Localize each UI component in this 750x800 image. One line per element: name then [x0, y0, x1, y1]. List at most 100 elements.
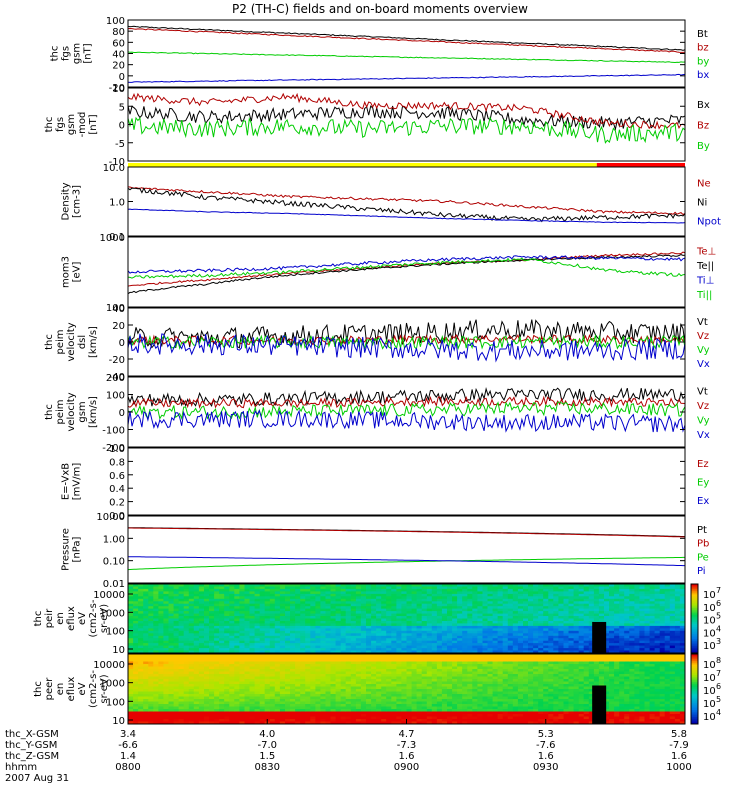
p10-colorbar-label: 10	[703, 712, 716, 723]
p8-ytick: 0.01	[103, 579, 125, 590]
footer-value: 1.5	[259, 751, 275, 762]
footer-row-label: thc_Z-GSM	[5, 751, 59, 762]
p9-colorbar-label: 10	[703, 616, 716, 627]
p4-series-Te⊥	[128, 251, 685, 287]
p10-colorbar-label: 10	[703, 673, 716, 684]
panel-p8: 10.00 1.00 0.10 0.01 Pt Pb Pe Pi Pressure [nPa]	[61, 512, 710, 590]
p9-frame	[127, 583, 686, 654]
p1-ytick: 100	[106, 16, 125, 27]
p7-ytick: 0.4	[109, 484, 125, 495]
p2-ytick: -10	[109, 157, 125, 168]
p2-legend-By: By	[697, 141, 710, 152]
p4-legend-Ti||: Ti||	[696, 290, 712, 301]
p5-series-Vx	[128, 333, 685, 363]
p3-series-Npot	[128, 208, 685, 224]
svg-text:[km/s]: [km/s]	[88, 326, 99, 358]
p6-ytick: -200	[102, 443, 125, 454]
p10-ytick: 10	[112, 716, 125, 727]
svg-text:Density: Density	[61, 182, 72, 220]
footer-value: 0930	[533, 762, 558, 773]
p9-ylabel: thc peir en eflux eV (cm2-s-sr-eV)	[33, 599, 110, 637]
footer-value: 1.4	[120, 751, 136, 762]
svg-text:Pressure: Pressure	[61, 528, 72, 571]
p2-legend-Bz: Bz	[697, 121, 709, 132]
footer-value: -7.0	[257, 740, 277, 751]
p1-ytick: -20	[109, 83, 125, 94]
p3-frame	[127, 166, 686, 237]
p8-ytick: 0.10	[103, 557, 125, 568]
footer: thc_X-GSM 3.4 4.0 4.7 5.3 5.8 thc_Y-GSM -6.6 -7.…	[5, 719, 692, 784]
p5-ylabel: thc peim velocity dsl [km/s]	[44, 322, 99, 361]
p3-legend-Npot: Npot	[697, 217, 721, 228]
p1-legend-bx: bx	[697, 70, 709, 81]
p5-ytick: 40	[112, 304, 125, 315]
svg-text:[nT]: [nT]	[83, 43, 94, 63]
p1-ytick: 60	[112, 38, 125, 49]
p9-ytick: 10	[112, 645, 125, 656]
svg-text:5: 5	[716, 612, 721, 621]
svg-text:peir: peir	[44, 608, 55, 628]
svg-text:thc: thc	[44, 117, 55, 133]
p1-series-group	[128, 25, 685, 83]
p9-colorbar-label: 10	[703, 590, 716, 601]
p9-colorbar-label: 10	[703, 628, 716, 639]
p7-ytick: 1.0	[109, 444, 125, 455]
p9-heatmap	[128, 584, 686, 654]
svg-text:eflux: eflux	[66, 606, 77, 631]
p5-legend-Vy: Vy	[697, 345, 710, 356]
footer-value: -7.9	[669, 740, 689, 751]
panel-p7: 1.0 0.8 0.6 0.4 0.2 0.0 Ez Ey Ex E=-VxB [mV/m]	[61, 444, 710, 522]
p10-colorbar	[690, 653, 699, 725]
p3-ytick: 1.0	[109, 198, 125, 209]
svg-text:gsm: gsm	[66, 114, 77, 135]
p3-series-group	[128, 186, 685, 224]
p2-ytick: 10	[112, 84, 125, 95]
p5-series-group	[128, 319, 685, 363]
p4-legend-Te||: Te||	[696, 261, 714, 272]
svg-text:peim: peim	[55, 329, 66, 354]
p2-legend-Bx: Bx	[697, 100, 710, 111]
p7-legend-Ex: Ex	[697, 496, 709, 507]
svg-text:fgs: fgs	[61, 46, 72, 61]
p8-ylabel: Pressure [nPa]	[61, 528, 83, 571]
p4-ylabel: mom3 [eV]	[61, 256, 83, 288]
svg-text:-mod: -mod	[77, 112, 88, 138]
p10-data-gap	[592, 685, 607, 724]
footer-value: -6.6	[118, 740, 138, 751]
p5-ytick: 20	[112, 321, 125, 332]
panel-p6: 200 100 0 -100 -200 Vt Vz Vy Vx thc peim velocity gs…	[44, 373, 710, 454]
p2-ytick: 0	[119, 121, 125, 132]
svg-text:sr-eV): sr-eV)	[99, 604, 110, 633]
p8-series-group	[128, 527, 685, 571]
svg-text:en: en	[55, 612, 66, 625]
svg-text:velocity: velocity	[66, 392, 77, 431]
p1-ytick: 40	[112, 50, 125, 61]
p3-ytick: 0.1	[109, 232, 125, 243]
p5-legend-Vx: Vx	[697, 359, 710, 370]
footer-value: 1.6	[399, 751, 415, 762]
p7-ytick: 0.0	[109, 511, 125, 522]
svg-text:[eV]: [eV]	[72, 262, 83, 283]
footer-value: 4.0	[259, 729, 275, 740]
p3-ytick: 10.0	[103, 163, 125, 174]
p9-ytick: 100	[106, 627, 125, 638]
p2-ytick: -5	[115, 139, 125, 150]
p3-legend-Ni: Ni	[697, 198, 707, 209]
p1-legend-by: by	[697, 56, 709, 67]
p7-legend-Ez: Ez	[697, 459, 709, 470]
p9-colorbar-label: 10	[703, 603, 716, 614]
svg-text:dsl: dsl	[77, 335, 88, 349]
p8-frame	[127, 515, 686, 584]
p8-series-Pe	[128, 556, 685, 571]
status-bar-red	[596, 163, 685, 167]
p10-ylabel: thc peer en eflux eV (cm2-s-sr-eV)	[33, 670, 110, 708]
p6-legend-Vz: Vz	[697, 401, 709, 412]
svg-text:E=-VxB: E=-VxB	[61, 463, 72, 500]
p7-frame	[127, 447, 686, 516]
svg-text:thc: thc	[44, 404, 55, 420]
p3-series-Ni	[128, 186, 685, 223]
p7-ytick: 0.8	[109, 457, 125, 468]
